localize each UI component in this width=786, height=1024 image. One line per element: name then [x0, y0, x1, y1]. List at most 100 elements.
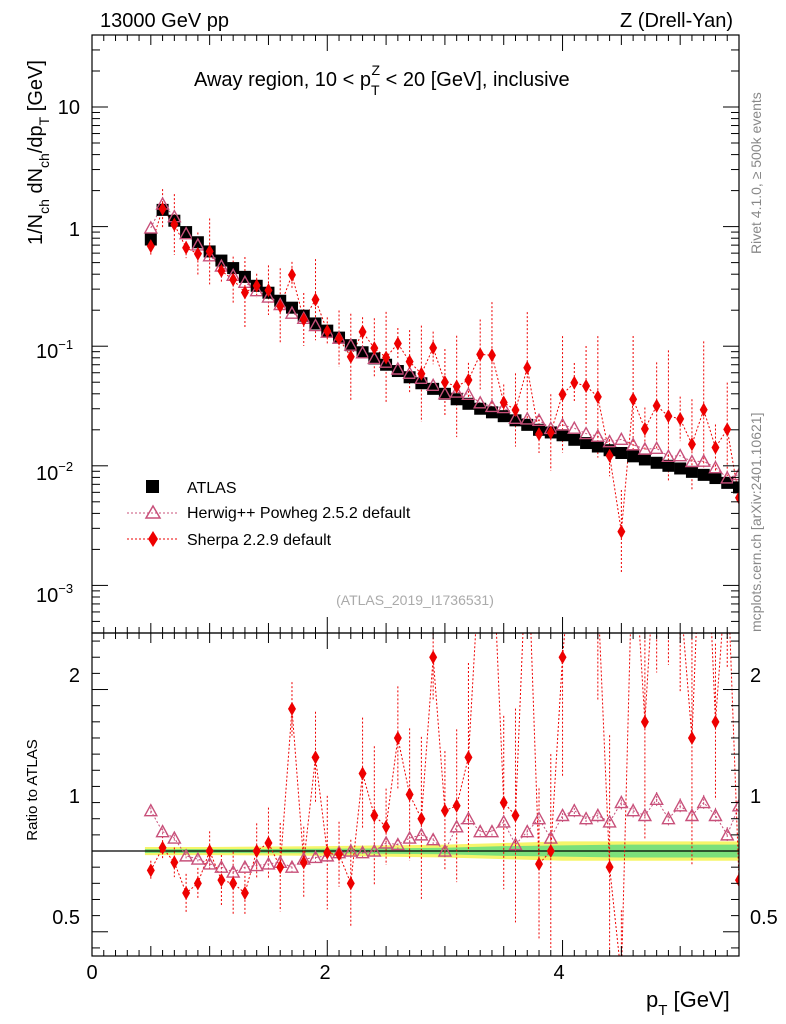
- herwig-ratio-point: [578, 811, 594, 825]
- herwig-point: [143, 220, 158, 234]
- sherpa-point: [546, 425, 555, 440]
- herwig-point: [590, 428, 606, 442]
- sherpa-point: [535, 427, 544, 442]
- herwig-point: [390, 361, 406, 375]
- herwig-ratio-point: [284, 859, 300, 873]
- herwig-point: [449, 384, 464, 398]
- sherpa-point: [229, 272, 238, 287]
- herwig-point: [708, 460, 723, 474]
- y-tick-label-1e-3: 10−3: [36, 581, 73, 607]
- sherpa-ratio-point: [558, 650, 567, 665]
- sherpa-ratio-point: [499, 795, 508, 810]
- atlas-point: [485, 406, 498, 419]
- sherpa-point: [593, 389, 602, 404]
- atlas-point: [344, 339, 357, 352]
- x-tick-label-2: 2: [319, 962, 330, 984]
- axis-ticks: [91, 34, 740, 956]
- sherpa-point: [382, 350, 391, 365]
- legend-marker-atlas: [146, 480, 159, 493]
- atlas-point: [615, 446, 628, 459]
- herwig-point: [649, 440, 664, 455]
- herwig-ratio-point: [543, 830, 558, 844]
- herwig-ratio-point: [261, 856, 276, 870]
- atlas-point: [580, 437, 593, 450]
- herwig-point: [555, 417, 570, 431]
- herwig-point: [508, 410, 523, 424]
- sherpa-ratio-point: [346, 876, 355, 891]
- herwig-point: [578, 426, 594, 440]
- ratio-tick-label-0.5: 0.5: [52, 907, 80, 929]
- legend: ATLAS Herwig++ Powheg 2.5.2 default Sher…: [127, 480, 411, 549]
- herwig-ratio-point: [684, 808, 700, 822]
- atlas-point: [180, 226, 193, 239]
- sherpa-ratio-point: [476, 545, 484, 559]
- herwig-ratio-point: [414, 827, 429, 841]
- sherpa-ratio-point: [711, 714, 720, 729]
- sherpa-ratio-point: [182, 886, 191, 901]
- sherpa-ratio-point: [535, 856, 544, 871]
- herwig-ratio-point: [355, 845, 370, 859]
- sherpa-point: [323, 324, 332, 339]
- herwig-ratio-point: [661, 811, 676, 825]
- atlas-point: [356, 346, 369, 359]
- sherpa-ratio-point: [617, 970, 625, 984]
- sherpa-ratio-point: [523, 521, 531, 535]
- sherpa-ratio-point: [417, 811, 426, 826]
- herwig-ratio-point: [720, 827, 735, 841]
- atlas-point: [403, 371, 416, 384]
- herwig-ratio-point: [625, 803, 641, 817]
- sherpa-point: [629, 392, 638, 407]
- herwig-point: [378, 354, 394, 368]
- sherpa-point: [146, 239, 155, 254]
- sherpa-ratio-point: [429, 650, 438, 665]
- herwig-point: [531, 412, 547, 427]
- plot-title: Away region, 10 < pTZ < 20 [GeV], inclus…: [194, 62, 570, 98]
- sherpa-point: [193, 246, 202, 261]
- herwig-point: [414, 370, 429, 385]
- legend-label-atlas: ATLAS: [187, 480, 237, 497]
- sherpa-point: [664, 409, 673, 424]
- sherpa-point: [640, 421, 649, 436]
- herwig-point: [614, 431, 629, 446]
- sherpa-point: [405, 354, 414, 369]
- sherpa-point: [699, 402, 708, 417]
- herwig-line: [150, 203, 739, 479]
- sherpa-ratio-point: [370, 808, 379, 823]
- atlas-point: [638, 453, 651, 466]
- legend-marker-sherpa: [148, 531, 158, 547]
- ratio-plot-frame: [91, 632, 740, 957]
- herwig-ratio-point: [190, 851, 206, 865]
- sherpa-ratio-point: [146, 863, 155, 878]
- sherpa-ratio-point: [582, 521, 590, 535]
- atlas-point: [438, 387, 451, 400]
- herwig-ratio-point: [202, 856, 217, 870]
- sherpa-point: [299, 312, 308, 327]
- sherpa-point: [605, 448, 614, 463]
- sherpa-ratio-point: [676, 586, 684, 600]
- sherpa-ratio-point: [193, 876, 202, 891]
- main-plot-series: [143, 189, 739, 574]
- sherpa-ratio-point: [358, 766, 367, 781]
- herwig-ratio-point: [320, 848, 335, 862]
- herwig-point: [720, 470, 735, 484]
- herwig-point: [696, 453, 711, 467]
- herwig-point: [202, 248, 217, 262]
- atlas-point: [674, 462, 687, 475]
- herwig-ratio-point: [214, 859, 229, 873]
- herwig-point: [567, 420, 582, 434]
- sherpa-ratio-point: [158, 840, 167, 855]
- sherpa-ratio-point: [405, 787, 414, 802]
- legend-marker-herwig: [144, 504, 162, 519]
- sherpa-point: [335, 331, 344, 346]
- herwig-point: [261, 289, 276, 303]
- sherpa-ratio-point: [452, 798, 461, 813]
- herwig-ratio-point: [602, 814, 617, 828]
- sherpa-ratio-point: [287, 701, 296, 716]
- sherpa-point: [429, 340, 438, 355]
- x-tick-label-4: 4: [553, 962, 564, 984]
- atlas-point: [662, 459, 675, 472]
- sherpa-ratio-point: [252, 844, 261, 859]
- sherpa-ratio-point: [170, 855, 179, 870]
- atlas-point: [697, 468, 710, 481]
- herwig-point: [661, 448, 676, 463]
